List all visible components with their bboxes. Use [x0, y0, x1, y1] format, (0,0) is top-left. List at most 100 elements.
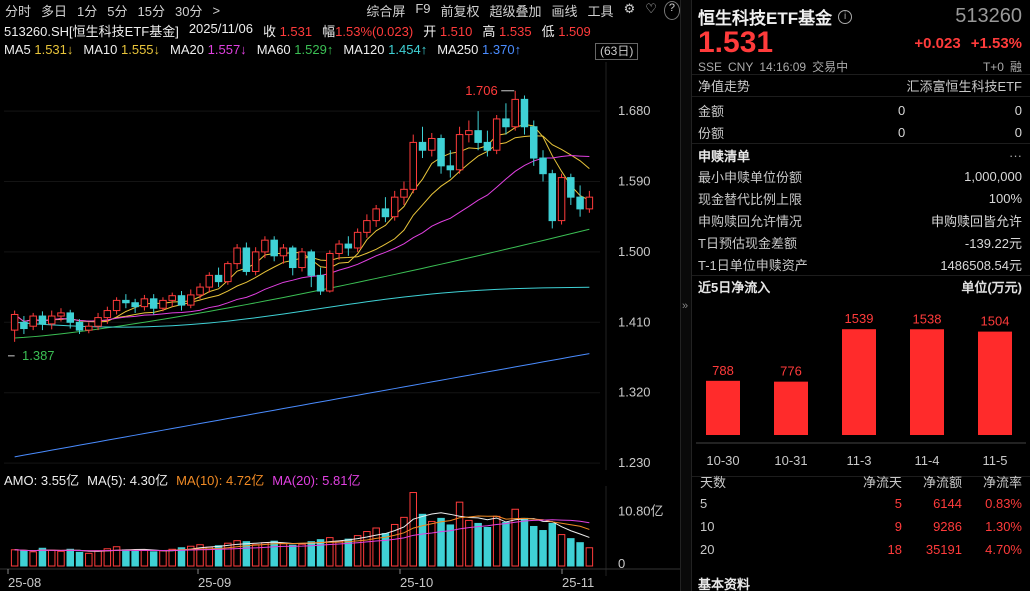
volume-bar — [288, 544, 297, 567]
candlestick-chart[interactable]: 1.680 1.590 1.500 1.410 1.320 1.230 1.706 1.387 — [0, 62, 680, 470]
ma20-value: 1.557↓ — [207, 42, 247, 57]
tools-button[interactable]: 工具 — [587, 3, 614, 19]
ma10-label: MA10 — [83, 42, 118, 57]
pr-row: 最小申赎单位份额 1,000,000 — [698, 167, 1022, 186]
volume-bar — [585, 547, 594, 567]
volume-bar — [122, 549, 130, 567]
volume-bar — [149, 551, 158, 567]
x-tick-label: 25-11 — [562, 575, 594, 590]
volume-bar — [390, 523, 399, 567]
close-field: 收 1.531 — [263, 21, 312, 39]
tab-5min[interactable]: 5分 — [107, 3, 128, 19]
tab-15min[interactable]: 15分 — [137, 3, 165, 19]
volume-bar — [47, 549, 56, 567]
max-price-label: 1.706 — [465, 83, 498, 98]
candle-body — [242, 247, 251, 272]
price-row: 1.531 +0.023 +1.53% — [698, 26, 1022, 60]
x-tick-label: 25-08 — [8, 575, 41, 590]
more-periods-button[interactable]: > — [212, 2, 221, 18]
market-status-row: SSE CNY 14:16:09 交易中 T+0 融 — [698, 58, 1022, 75]
y-tick-label: 1.230 — [618, 455, 651, 470]
candle-body — [122, 299, 130, 304]
volume-bar — [168, 548, 176, 567]
candle-body — [38, 315, 47, 325]
candle-body — [372, 208, 380, 222]
volume-bar — [511, 508, 519, 567]
pr-row-key: 最小申赎单位份额 — [698, 170, 803, 185]
candle-body — [75, 321, 84, 331]
volume-bar — [57, 550, 65, 567]
candle-body — [511, 98, 519, 128]
pr-row-key: 现金替代比例上限 — [698, 192, 803, 207]
vol-ma20-label: MA(20): — [272, 473, 319, 488]
candle-body — [465, 130, 473, 136]
inflow-value-label: 1504 — [981, 314, 1010, 329]
adjust-button[interactable]: 前复权 — [440, 3, 480, 19]
info-icon[interactable]: i — [838, 9, 853, 24]
flow-header: 近5日净流入 单位(万元) — [698, 277, 1022, 296]
stats-row-cell: 9286 — [933, 518, 962, 534]
help-icon[interactable]: ? — [663, 0, 680, 20]
ma5-value: 1.531↓ — [34, 42, 74, 57]
ma10-value: 1.555↓ — [121, 42, 161, 57]
vol-ma5-label: MA(5): — [87, 473, 127, 488]
period-count-badge[interactable]: (63日) — [595, 43, 639, 60]
amount-a: 0 — [898, 103, 906, 118]
volume-bar — [326, 537, 334, 567]
amount-label: 金额 — [698, 104, 725, 119]
volume-bar — [140, 549, 149, 567]
ma10-legend: MA10 1.555↓ — [83, 42, 160, 60]
volume-bar — [10, 549, 19, 567]
volume-bar — [261, 542, 269, 567]
candle-body — [381, 208, 390, 218]
open-field: 开 1.510 — [423, 21, 472, 39]
volume-chart[interactable]: 10.80亿 0 25-08 25-09 25-10 25-11 — [0, 486, 680, 591]
volume-bar — [428, 520, 436, 567]
overlay-button[interactable]: 超级叠加 — [489, 3, 542, 19]
stats-row-cell: 5 — [700, 495, 708, 511]
tab-1min[interactable]: 1分 — [77, 3, 98, 19]
divider — [692, 476, 1030, 477]
volume-bar — [177, 547, 186, 567]
composite-screen-button[interactable]: 综合屏 — [366, 3, 406, 19]
tab-timeshare[interactable]: 分时 — [5, 3, 32, 19]
nav-trend-label: 净值走势 — [698, 79, 751, 94]
fund-code: 513260 — [955, 5, 1022, 27]
close-label: 收 — [262, 24, 276, 39]
candle-body — [428, 137, 436, 151]
candle-body — [224, 263, 232, 283]
candle-body — [112, 299, 121, 312]
pr-row-key: 申购赎回允许情况 — [698, 214, 803, 229]
volume-bar — [242, 541, 251, 567]
volume-bar — [298, 543, 306, 567]
volume-bar — [557, 534, 566, 567]
tab-multiday[interactable]: 多日 — [41, 3, 68, 19]
tab-30min[interactable]: 30分 — [174, 3, 203, 19]
candle-body — [10, 313, 19, 331]
currency: CNY — [728, 59, 754, 74]
draw-button[interactable]: 画线 — [551, 3, 578, 19]
volume-bar — [502, 521, 510, 567]
pr-more-button[interactable]: ··· — [1009, 148, 1022, 163]
high-field: 高 1.535 — [482, 21, 531, 39]
ma250-line — [14, 353, 590, 458]
nav-row[interactable]: 净值走势 汇添富恒生科技ETF — [698, 76, 1022, 95]
f9-button[interactable]: F9 — [415, 0, 431, 16]
candle-body — [187, 294, 195, 306]
candle-body — [492, 118, 501, 151]
gear-icon[interactable]: ⚙ — [623, 0, 636, 16]
y-tick-label: 1.500 — [618, 244, 651, 259]
panel-splitter[interactable]: » — [680, 0, 692, 591]
pr-row-value: 100% — [988, 191, 1022, 206]
candle-body — [520, 98, 529, 128]
vol-ma5-field: MA(5): 4.30亿 — [87, 470, 168, 489]
heart-icon[interactable]: ♡ — [645, 0, 657, 16]
collapse-icon[interactable]: » — [682, 300, 689, 312]
candle-body — [437, 137, 445, 167]
stats-header-cell: 净流天 — [862, 474, 902, 490]
candle-body — [214, 274, 223, 283]
ma250-label: MA250 — [437, 42, 479, 57]
volume-bar — [112, 546, 121, 567]
low-value: 1.509 — [558, 24, 591, 39]
vol-ma10-field: MA(10): 4.72亿 — [176, 470, 264, 489]
